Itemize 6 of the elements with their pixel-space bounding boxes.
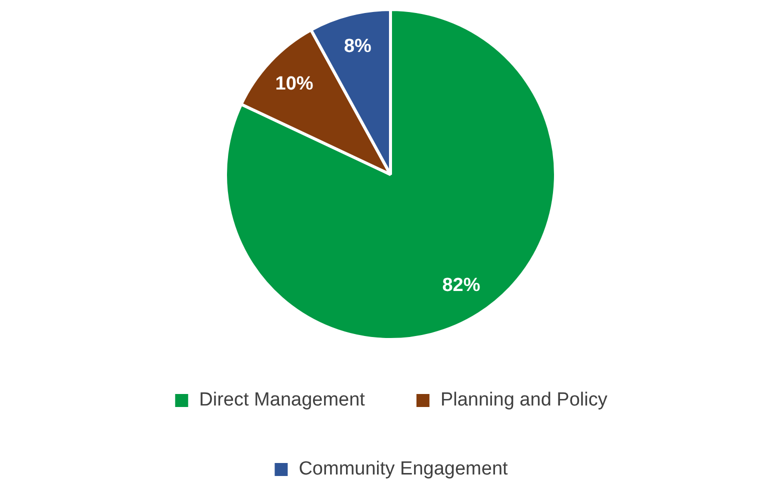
legend-label: Direct Management [199,390,366,411]
legend-label: Community Engagement [298,458,509,480]
legend-label: Planning and Policy [440,390,608,411]
data-label: 8% [344,36,372,57]
data-label: 10% [275,73,314,94]
data-label: 82% [442,275,480,296]
